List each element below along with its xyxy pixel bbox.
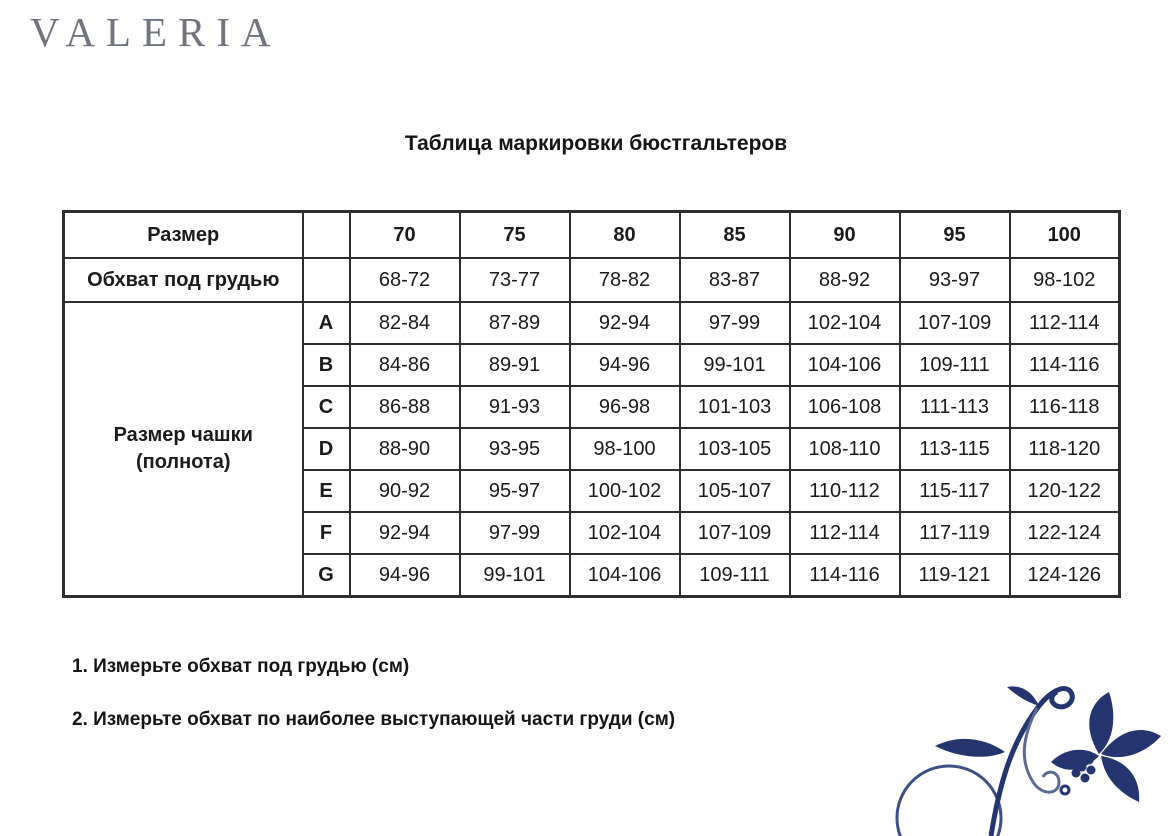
underbust-cell: 68-72 (348, 257, 461, 303)
table-row: C 86-88 91-93 96-98 101-103 106-108 111-… (64, 385, 1121, 429)
table-row: Обхват под грудью 68-72 73-77 78-82 83-8… (62, 257, 1121, 303)
underbust-cell: 98-102 (1008, 257, 1121, 303)
table-row: Размер чашки (полнота) A 82-84 87-89 92-… (62, 301, 1121, 598)
cup-value-cell: 124-126 (1008, 553, 1121, 598)
cup-value-cell: 111-113 (898, 385, 1011, 429)
size-header-cell: 85 (678, 210, 791, 259)
cup-value-cell: 114-116 (788, 553, 901, 598)
cup-value-cell: 107-109 (898, 301, 1011, 345)
size-header-cell: 95 (898, 210, 1011, 259)
table-row: G 94-96 99-101 104-106 109-111 114-116 1… (64, 553, 1121, 598)
size-header-cell: 90 (788, 210, 901, 259)
underbust-cell: 78-82 (568, 257, 681, 303)
cup-value-cell: 107-109 (678, 511, 791, 555)
cup-size-row-label: Размер чашки (полнота) (62, 301, 304, 598)
cup-value-cell: 93-95 (458, 427, 571, 471)
underbust-row-label: Обхват под грудью (62, 257, 304, 303)
cup-value-cell: 117-119 (898, 511, 1011, 555)
cup-value-cell: 105-107 (678, 469, 791, 513)
cup-value-cell: 108-110 (788, 427, 901, 471)
cup-letter-cell: D (301, 427, 351, 471)
cup-value-cell: 112-114 (788, 511, 901, 555)
size-header-cell: 70 (348, 210, 461, 259)
cup-value-cell: 101-103 (678, 385, 791, 429)
brand-logo: VALERIA (30, 9, 282, 55)
size-header-cell: 75 (458, 210, 571, 259)
cup-value-cell: 95-97 (458, 469, 571, 513)
page-title: Таблица маркировки бюстгальтеров (404, 132, 788, 155)
table-row: B 84-86 89-91 94-96 99-101 104-106 109-1… (64, 343, 1121, 387)
size-header-cell: 100 (1008, 210, 1121, 259)
cup-value-cell: 97-99 (678, 301, 791, 345)
cup-value-cell: 119-121 (898, 553, 1011, 598)
cup-value-cell: 98-100 (568, 427, 681, 471)
cup-value-cell: 90-92 (348, 469, 461, 513)
cup-value-cell: 104-106 (568, 553, 681, 598)
cup-value-cell: 82-84 (348, 301, 461, 345)
cup-value-cell: 114-116 (1008, 343, 1121, 387)
cup-letter-cell: G (301, 553, 351, 598)
cup-value-cell: 113-115 (898, 427, 1011, 471)
empty-cell (301, 257, 351, 303)
cup-value-cell: 86-88 (348, 385, 461, 429)
cup-value-cell: 120-122 (1008, 469, 1121, 513)
cup-value-cell: 92-94 (568, 301, 681, 345)
size-row-label: Размер (62, 210, 304, 259)
cup-value-cell: 99-101 (678, 343, 791, 387)
cup-value-cell: 87-89 (458, 301, 571, 345)
underbust-cell: 93-97 (898, 257, 1011, 303)
cup-letter-cell: E (301, 469, 351, 513)
cup-value-cell: 96-98 (568, 385, 681, 429)
cup-value-cell: 109-111 (898, 343, 1011, 387)
cup-value-cell: 110-112 (788, 469, 901, 513)
cup-letter-cell: F (301, 511, 351, 555)
cup-value-cell: 104-106 (788, 343, 901, 387)
cup-value-cell: 84-86 (348, 343, 461, 387)
instruction-step-1: 1. Измерьте обхват под грудью (см) (72, 656, 410, 677)
cup-value-cell: 103-105 (678, 427, 791, 471)
cup-value-cell: 94-96 (568, 343, 681, 387)
cup-value-cell: 97-99 (458, 511, 571, 555)
cup-value-cell: 122-124 (1008, 511, 1121, 555)
table-row: E 90-92 95-97 100-102 105-107 110-112 11… (64, 469, 1121, 513)
table-row: Размер 70 75 80 85 90 95 100 (62, 210, 1121, 259)
cup-value-cell: 115-117 (898, 469, 1011, 513)
underbust-cell: 73-77 (458, 257, 571, 303)
cup-value-cell: 106-108 (788, 385, 901, 429)
bra-size-table: Размер 70 75 80 85 90 95 100 Обхват под … (62, 210, 1121, 598)
cup-value-cell: 89-91 (458, 343, 571, 387)
table-row: F 92-94 97-99 102-104 107-109 112-114 11… (64, 511, 1121, 555)
underbust-cell: 88-92 (788, 257, 901, 303)
cup-value-cell: 94-96 (348, 553, 461, 598)
empty-corner-cell (301, 210, 351, 259)
cup-value-cell: 116-118 (1008, 385, 1121, 429)
cup-letter-cell: A (301, 301, 351, 345)
cup-value-cell: 92-94 (348, 511, 461, 555)
cup-value-cell: 100-102 (568, 469, 681, 513)
cup-value-cell: 102-104 (568, 511, 681, 555)
floral-flourish-ornament-icon (895, 686, 1161, 836)
measurement-instructions: 1. Измерьте обхват под грудью (см) 2. Из… (72, 656, 675, 731)
cup-value-cell: 88-90 (348, 427, 461, 471)
cup-value-cell: 91-93 (458, 385, 571, 429)
underbust-cell: 83-87 (678, 257, 791, 303)
cup-value-cell: 118-120 (1008, 427, 1121, 471)
cup-letter-cell: B (301, 343, 351, 387)
cup-value-cell: 109-111 (678, 553, 791, 598)
size-header-cell: 80 (568, 210, 681, 259)
table-row: D 88-90 93-95 98-100 103-105 108-110 113… (64, 427, 1121, 471)
cup-value-cell: 102-104 (788, 301, 901, 345)
cup-letter-cell: C (301, 385, 351, 429)
instruction-step-2: 2. Измерьте обхват по наиболее выступающ… (72, 709, 676, 730)
cup-value-cell: 112-114 (1008, 301, 1121, 345)
cup-value-cell: 99-101 (458, 553, 571, 598)
